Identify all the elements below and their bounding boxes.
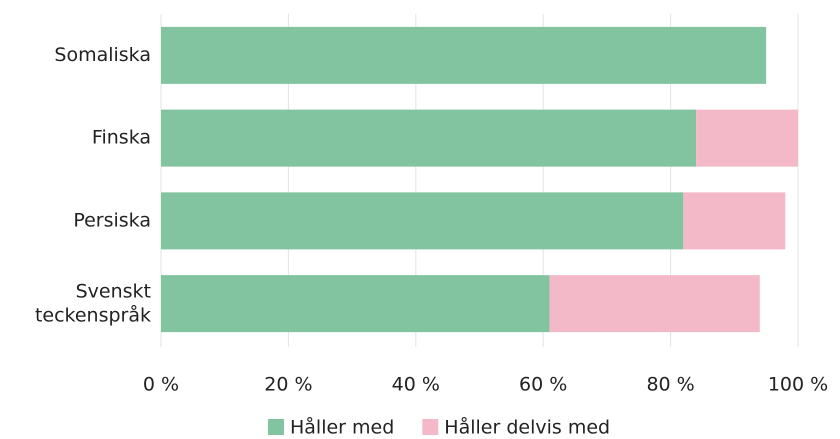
legend-swatch <box>422 419 439 435</box>
bar-segment <box>683 192 786 250</box>
y-tick-label: Finska <box>92 127 151 149</box>
bar-segment <box>549 275 760 333</box>
bar-segment <box>161 26 767 84</box>
bar-segment <box>161 192 684 250</box>
legend-label: Håller delvis med <box>444 416 610 439</box>
x-tick-label: 40 % <box>392 374 440 396</box>
y-tick-label: Svenskt teckenspråk <box>35 280 151 326</box>
bar-segment <box>161 109 697 167</box>
x-tick-label: 0 % <box>143 374 179 396</box>
bar-segment <box>696 109 798 167</box>
x-tick-label: 100 % <box>768 374 828 396</box>
y-tick-label: Somaliska <box>54 44 151 66</box>
legend-swatch <box>268 419 284 435</box>
bar-segment <box>161 275 550 333</box>
x-tick-label: 80 % <box>646 374 694 396</box>
y-tick-label: Persiska <box>73 209 151 231</box>
x-tick-label: 20 % <box>264 374 312 396</box>
legend-label: Håller med <box>290 416 394 439</box>
x-tick-label: 60 % <box>519 374 567 396</box>
